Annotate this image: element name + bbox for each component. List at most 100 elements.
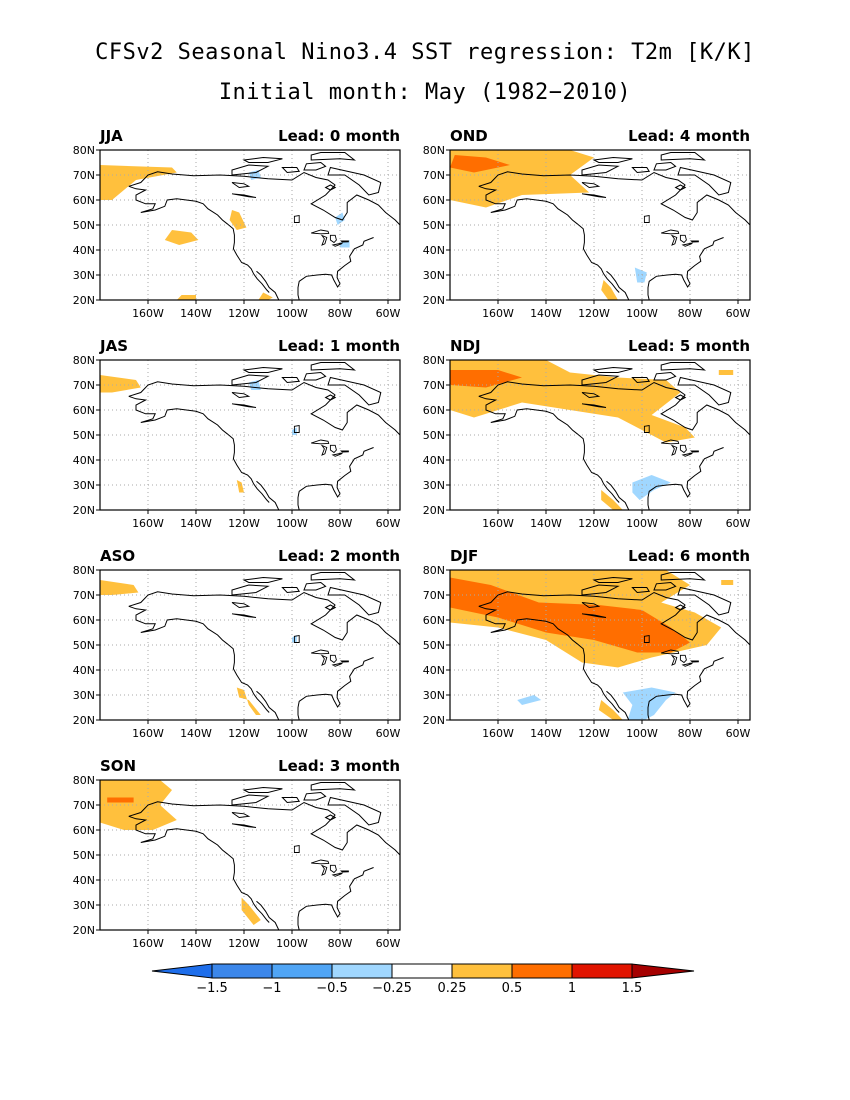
x-tick-label: 160W: [482, 307, 514, 320]
lake-outline: [329, 444, 337, 454]
x-tick-label: 140W: [530, 727, 562, 740]
lake-outline: [329, 864, 337, 874]
y-tick-label: 40N: [423, 454, 445, 467]
x-tick-label: 100W: [276, 517, 308, 530]
shaded-region-1: [450, 577, 690, 653]
shaded-region-1: [164, 230, 199, 245]
island-outline: [677, 586, 732, 616]
y-tick-label: 30N: [73, 269, 95, 282]
y-tick-label: 20N: [73, 294, 95, 307]
figure-subtitle: Initial month: May (1982−2010): [218, 80, 632, 105]
y-tick-label: 50N: [423, 429, 445, 442]
coastline: [256, 270, 280, 300]
y-tick-label: 40N: [73, 454, 95, 467]
lake-outline: [670, 654, 678, 666]
lake-outline: [320, 654, 328, 666]
x-tick-label: 80W: [678, 517, 703, 530]
shaded-region-0: [100, 780, 177, 830]
island-outline: [281, 377, 301, 384]
coastline: [128, 395, 270, 503]
y-tick-label: 60N: [73, 614, 95, 627]
island-outline: [674, 184, 687, 191]
x-tick-label: 100W: [626, 727, 658, 740]
island-outline: [324, 814, 337, 821]
lake-outline: [320, 234, 328, 246]
x-tick-label: 120W: [228, 517, 260, 530]
colorbar-swatch: [271, 963, 333, 979]
y-tick-label: 20N: [73, 714, 95, 727]
panel-season-label: JAS: [99, 337, 128, 355]
island-outline: [631, 587, 651, 594]
panel-season-label: ASO: [100, 547, 135, 565]
figure-title: CFSv2 Seasonal Nino3.4 SST regression: T…: [95, 40, 755, 65]
lake-outline: [331, 242, 343, 247]
lake-outline: [679, 444, 687, 454]
island-outline: [631, 167, 651, 174]
coastline: [310, 184, 400, 226]
island-outline: [303, 161, 327, 171]
island-outline: [581, 164, 620, 176]
island-outline: [242, 366, 283, 373]
shaded-region-4: [517, 695, 542, 705]
coastline: [128, 185, 270, 293]
map-area: [450, 360, 750, 510]
lake-outline: [681, 662, 693, 667]
shaded-region-3: [258, 292, 273, 300]
island-outline: [310, 572, 357, 581]
panel-lead-label: Lead: 6 month: [628, 547, 750, 565]
island-outline: [324, 394, 337, 401]
panel-lead-label: Lead: 2 month: [278, 547, 400, 565]
y-tick-label: 20N: [423, 714, 445, 727]
x-tick-label: 120W: [228, 937, 260, 950]
y-tick-label: 80N: [73, 774, 95, 787]
lake-outline: [581, 193, 607, 198]
shaded-region-2: [601, 280, 618, 300]
y-tick-label: 30N: [423, 689, 445, 702]
x-tick-label: 120W: [228, 307, 260, 320]
y-tick-label: 80N: [423, 354, 445, 367]
coastline: [128, 815, 270, 923]
lake-outline: [320, 864, 328, 876]
island-outline: [674, 394, 687, 401]
coastline: [128, 591, 336, 607]
colorbar: −1.5 −1 −0.5 −0.25 0.25 0.5 1 1.5: [151, 963, 695, 996]
shaded-region-0: [100, 580, 139, 595]
lake-outline: [231, 182, 251, 188]
island-outline: [592, 156, 633, 163]
lake-outline: [331, 452, 343, 457]
island-outline: [303, 581, 327, 591]
island-outline: [327, 376, 382, 406]
panel-season-label: JJA: [99, 127, 123, 145]
colorbar-swatch: [571, 963, 633, 979]
x-tick-label: 80W: [328, 727, 353, 740]
coastline: [128, 801, 336, 817]
coastline: [310, 814, 400, 856]
lake-outline: [661, 649, 680, 655]
island-outline: [231, 794, 270, 806]
map-area: [450, 570, 750, 720]
y-tick-label: 50N: [73, 429, 95, 442]
colorbar-label: 1.5: [622, 981, 643, 996]
y-tick-label: 20N: [73, 504, 95, 517]
panel-lead-label: Lead: 0 month: [278, 127, 400, 145]
lake-outline: [311, 439, 330, 445]
x-tick-label: 60W: [726, 727, 751, 740]
shaded-region-0: [100, 375, 141, 393]
coastline: [647, 657, 724, 720]
x-tick-label: 120W: [578, 517, 610, 530]
island-outline: [581, 584, 620, 596]
y-tick-label: 70N: [423, 379, 445, 392]
lake-outline: [339, 870, 349, 873]
lake-outline: [681, 452, 693, 457]
island-outline: [281, 167, 301, 174]
x-tick-label: 140W: [180, 727, 212, 740]
x-tick-label: 60W: [376, 307, 401, 320]
lake-outline: [581, 182, 601, 188]
x-tick-label: 100W: [626, 307, 658, 320]
lake-outline: [231, 602, 251, 608]
coastline: [647, 447, 724, 510]
y-tick-label: 60N: [423, 614, 445, 627]
x-tick-label: 100W: [276, 727, 308, 740]
x-tick-label: 160W: [132, 517, 164, 530]
shaded-region-2: [241, 897, 261, 925]
